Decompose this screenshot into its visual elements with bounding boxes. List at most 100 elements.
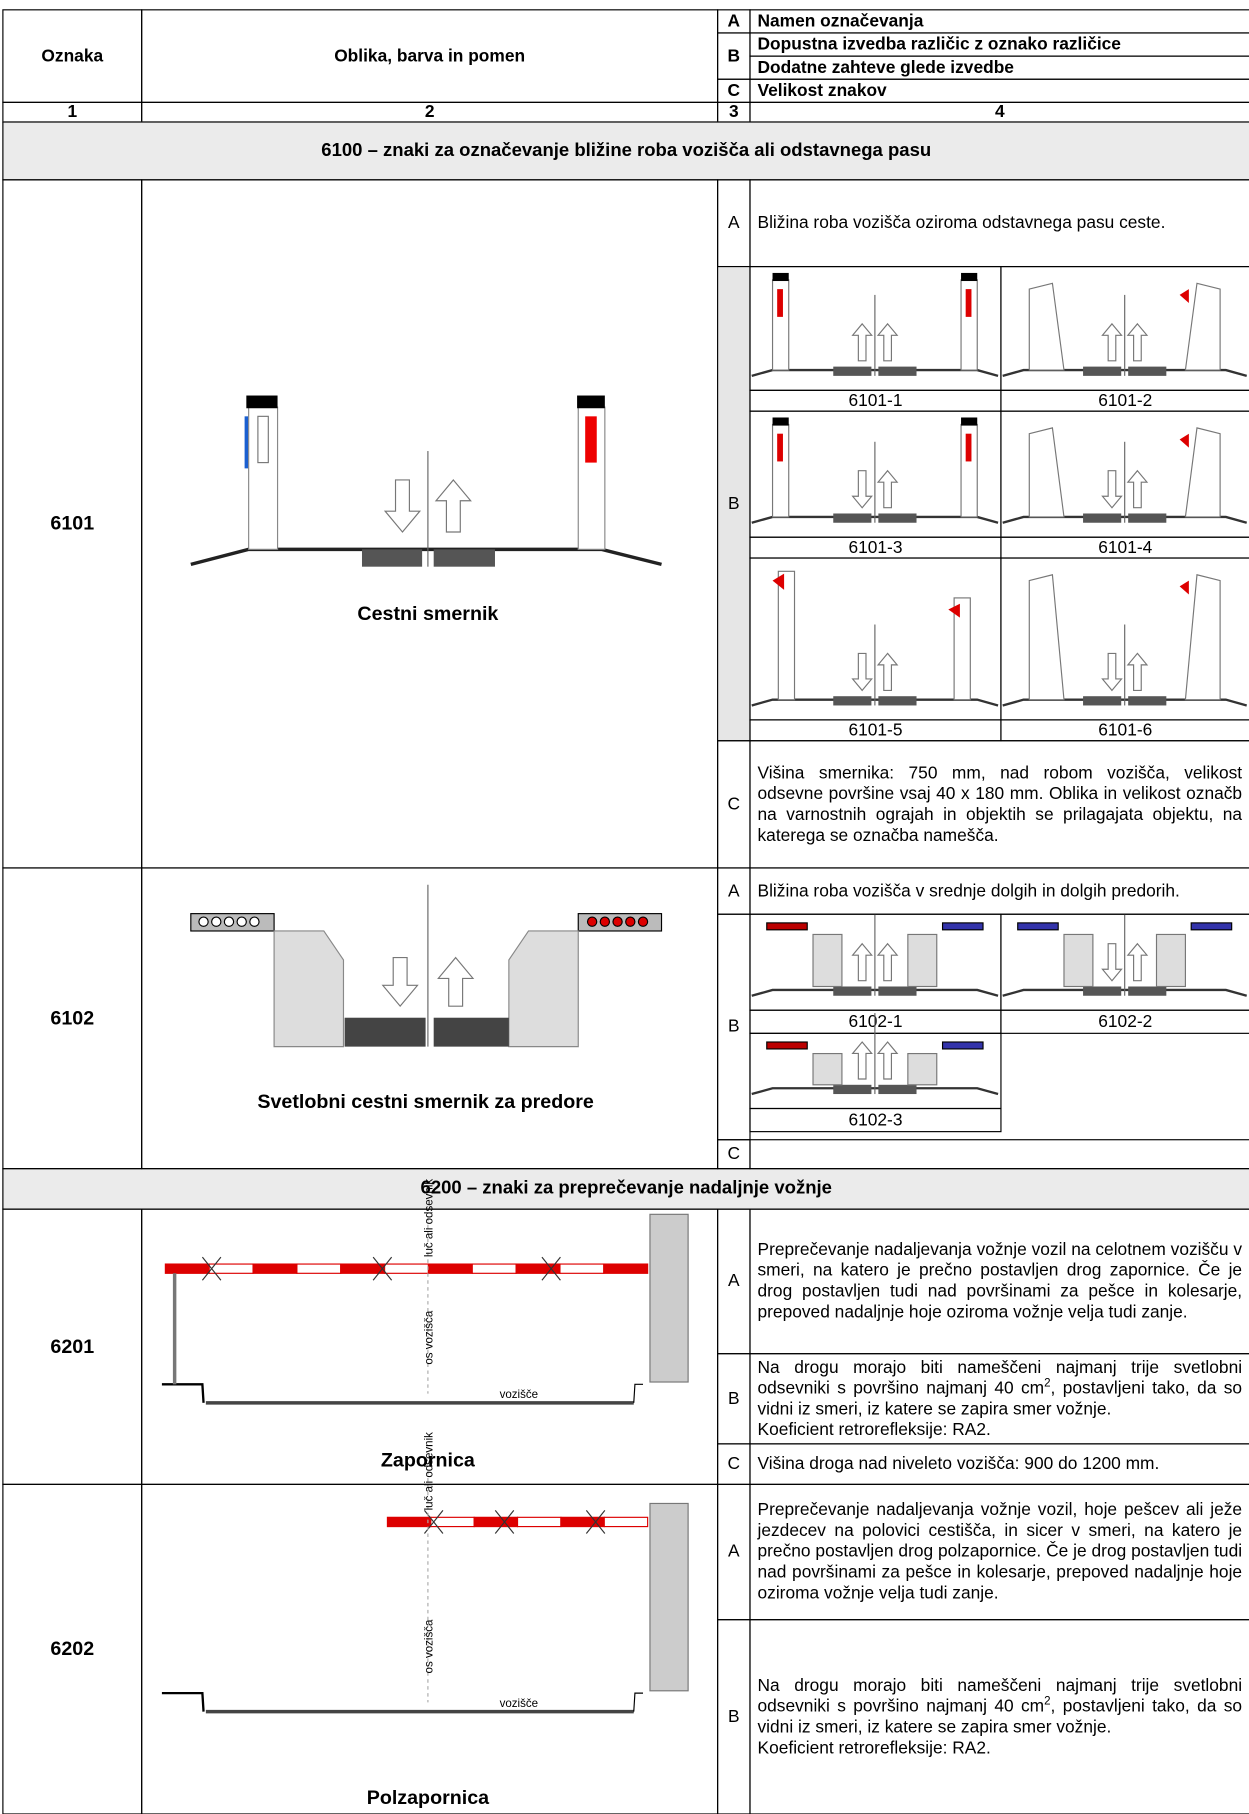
text: 6101: [50, 512, 95, 535]
light: [612, 916, 623, 927]
text: 6100 – znaki za označevanje bližine roba…: [321, 140, 932, 161]
arrow: [876, 322, 899, 362]
description: Preprečevanje nadaljevanja vožnje vozil,…: [749, 1483, 1249, 1621]
light: [223, 916, 235, 927]
label: os vozišča: [424, 1619, 436, 1673]
label: vozišče: [500, 1698, 539, 1710]
lane: [878, 1084, 917, 1095]
lane: [433, 1017, 509, 1047]
lane: [833, 696, 872, 706]
cap: [961, 417, 978, 426]
bar-segment: [603, 1516, 649, 1528]
text: B: [727, 1388, 740, 1409]
cap: [772, 272, 789, 282]
lane: [833, 366, 872, 376]
wall: [508, 930, 579, 1048]
wall: [907, 1052, 938, 1086]
text: B: [727, 1016, 740, 1037]
barrier: [1184, 427, 1221, 518]
bar-segment: [516, 1516, 562, 1528]
arrow: [434, 479, 472, 533]
wall: [273, 930, 345, 1048]
light: [211, 916, 222, 927]
label: os vozišča: [424, 1310, 436, 1364]
light: [198, 916, 209, 927]
bar-segment: [296, 1263, 342, 1274]
lane: [878, 513, 917, 523]
superscript: 2: [1044, 1376, 1051, 1390]
curb: [633, 1692, 644, 1712]
lane: [878, 696, 917, 706]
bar-segment: [386, 1516, 432, 1528]
text: Bližina roba vozišča oziroma odstavnega …: [757, 212, 1166, 233]
text: Koeficient retrorefleksije: RA2.: [757, 1737, 991, 1758]
lane: [1128, 696, 1167, 706]
text: B: [727, 45, 741, 66]
lamp: [201, 1256, 222, 1281]
light: [766, 1041, 808, 1050]
bar-segment: [471, 1263, 517, 1274]
barrier-box: [649, 1213, 689, 1383]
arrow: [876, 1041, 899, 1080]
reflector: [965, 289, 972, 317]
lane: [361, 549, 423, 567]
text: 6102: [50, 1006, 95, 1029]
superscript: 2: [1044, 1694, 1051, 1708]
bar-segment: [208, 1263, 254, 1274]
lane: [1128, 986, 1167, 996]
arrow: [851, 322, 873, 362]
arrow: [876, 942, 899, 982]
bar-segment: [252, 1263, 298, 1274]
lane: [1128, 513, 1167, 523]
arrow: [1101, 943, 1123, 982]
lane: [833, 1084, 872, 1095]
variant-label: 6102-2: [1000, 1009, 1249, 1034]
text: 6201: [50, 1335, 95, 1358]
text: , postavljeni tako, da so vidni iz smeri…: [757, 1696, 1243, 1737]
lane: [878, 986, 917, 996]
variant-label: 6102-3: [749, 1107, 1002, 1133]
arrow: [851, 470, 873, 509]
arrow: [851, 652, 873, 692]
description: [749, 1139, 1249, 1170]
bar-segment: [559, 1263, 605, 1274]
arrow: [1126, 322, 1149, 362]
text: Oznaka: [41, 45, 104, 66]
wall: [1063, 933, 1094, 988]
barrier: [1184, 282, 1221, 371]
bar-segment: [603, 1263, 649, 1274]
label: vozišče: [500, 1389, 539, 1401]
arrow: [1126, 469, 1149, 509]
text: Na drogu morajo biti nameščeni najmanj t…: [758, 1357, 1243, 1440]
bar-segment: [340, 1263, 386, 1274]
lane: [833, 513, 872, 523]
text: B: [727, 1706, 740, 1727]
light: [236, 916, 247, 927]
lane: [344, 1017, 426, 1047]
arrow: [1126, 652, 1149, 692]
cap: [246, 395, 278, 409]
lamp: [494, 1510, 515, 1534]
curb: [161, 1691, 205, 1712]
caption: Polzapornica: [367, 1787, 490, 1809]
text: , postavljeni tako, da so vidni iz smeri…: [757, 1377, 1243, 1419]
light: [941, 1041, 984, 1050]
text: 6202: [50, 1637, 95, 1660]
reflector: [1179, 580, 1189, 595]
wall: [812, 933, 843, 988]
text: 6101-5: [848, 719, 903, 740]
description: Preprečevanje nadaljevanja vožnje vozil …: [749, 1208, 1249, 1355]
lane: [833, 986, 872, 996]
bar-segment: [164, 1263, 210, 1274]
curb: [633, 1383, 644, 1403]
arrow: [1101, 652, 1123, 692]
lane: [1083, 696, 1122, 706]
text: 6101-4: [1098, 537, 1153, 557]
text: 1: [67, 101, 78, 122]
text: Preprečevanje nadaljevanja vožnje vozil …: [757, 1239, 1243, 1322]
arrow: [383, 479, 422, 533]
reflector: [948, 603, 960, 618]
arrow: [437, 956, 475, 1007]
